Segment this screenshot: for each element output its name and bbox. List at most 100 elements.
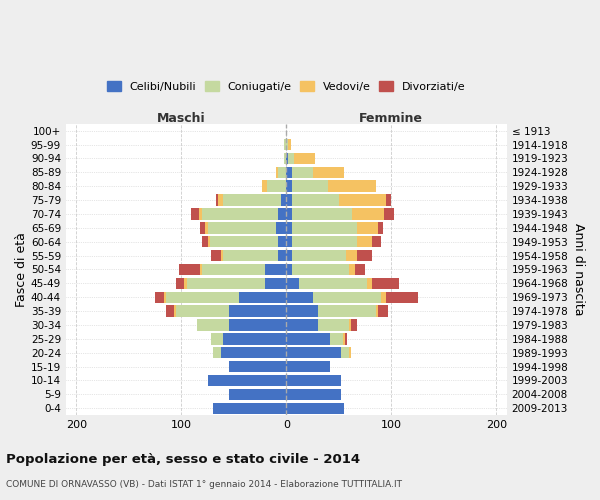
Bar xyxy=(331,333,343,344)
Bar xyxy=(377,222,383,234)
Legend: Celibi/Nubili, Coniugati/e, Vedovi/e, Divorziati/e: Celibi/Nubili, Coniugati/e, Vedovi/e, Di… xyxy=(103,77,470,96)
Bar xyxy=(384,208,394,220)
Bar xyxy=(367,278,373,289)
Bar xyxy=(278,166,286,178)
Bar xyxy=(211,250,221,262)
Bar xyxy=(292,250,346,262)
Bar xyxy=(155,292,164,303)
Bar xyxy=(191,208,199,220)
Bar xyxy=(286,264,292,275)
Bar xyxy=(341,347,349,358)
Bar xyxy=(223,194,281,206)
Bar xyxy=(349,347,352,358)
Bar xyxy=(286,402,344,414)
Bar xyxy=(229,388,286,400)
Bar xyxy=(278,208,286,220)
Bar xyxy=(223,333,286,344)
Bar xyxy=(343,333,345,344)
Bar xyxy=(223,250,278,262)
Bar xyxy=(313,292,381,303)
Bar xyxy=(299,278,367,289)
Bar xyxy=(176,278,184,289)
Bar xyxy=(286,194,292,206)
Bar xyxy=(221,250,223,262)
Bar xyxy=(352,320,356,330)
Bar xyxy=(276,166,278,178)
Bar xyxy=(281,194,286,206)
Bar xyxy=(345,333,347,344)
Bar xyxy=(313,166,344,178)
Y-axis label: Fasce di età: Fasce di età xyxy=(15,232,28,307)
Bar xyxy=(286,152,289,164)
Bar xyxy=(286,222,292,234)
Bar xyxy=(286,208,292,220)
Bar xyxy=(289,152,293,164)
Bar xyxy=(166,306,174,317)
Bar xyxy=(199,208,202,220)
Bar xyxy=(292,166,313,178)
Bar xyxy=(239,292,286,303)
Bar xyxy=(200,264,202,275)
Bar xyxy=(286,166,292,178)
Bar xyxy=(292,236,356,248)
Bar xyxy=(289,139,290,150)
Bar xyxy=(262,180,268,192)
Bar xyxy=(211,333,223,344)
Bar xyxy=(187,278,265,289)
Bar xyxy=(265,278,286,289)
Bar xyxy=(286,139,289,150)
Bar xyxy=(292,180,328,192)
Bar xyxy=(208,375,286,386)
Bar xyxy=(292,208,352,220)
Bar xyxy=(293,152,314,164)
Bar xyxy=(202,208,278,220)
Bar xyxy=(292,264,349,275)
Bar xyxy=(166,292,239,303)
Bar xyxy=(221,347,286,358)
Bar xyxy=(373,278,398,289)
Bar xyxy=(213,402,286,414)
Bar xyxy=(276,222,286,234)
Y-axis label: Anni di nascita: Anni di nascita xyxy=(572,223,585,316)
Bar xyxy=(284,152,286,164)
Bar xyxy=(292,194,339,206)
Bar xyxy=(164,292,166,303)
Bar xyxy=(286,388,341,400)
Bar xyxy=(373,236,381,248)
Bar xyxy=(386,292,418,303)
Bar xyxy=(286,250,292,262)
Bar xyxy=(286,361,331,372)
Bar xyxy=(278,236,286,248)
Bar xyxy=(381,292,386,303)
Bar xyxy=(377,306,388,317)
Bar xyxy=(202,264,265,275)
Bar xyxy=(184,278,187,289)
Bar xyxy=(386,194,391,206)
Bar xyxy=(286,306,318,317)
Bar xyxy=(376,306,377,317)
Bar xyxy=(229,361,286,372)
Bar xyxy=(208,222,276,234)
Bar xyxy=(286,292,313,303)
Text: COMUNE DI ORNAVASSO (VB) - Dati ISTAT 1° gennaio 2014 - Elaborazione TUTTITALIA.: COMUNE DI ORNAVASSO (VB) - Dati ISTAT 1°… xyxy=(6,480,402,489)
Bar xyxy=(208,236,209,248)
Bar xyxy=(328,180,376,192)
Bar xyxy=(218,194,223,206)
Bar xyxy=(174,306,176,317)
Bar xyxy=(265,264,286,275)
Bar xyxy=(213,347,221,358)
Bar xyxy=(318,320,349,330)
Bar xyxy=(356,250,373,262)
Bar xyxy=(284,139,286,150)
Bar xyxy=(286,278,299,289)
Bar xyxy=(229,320,286,330)
Bar xyxy=(318,306,376,317)
Bar xyxy=(292,222,356,234)
Text: Femmine: Femmine xyxy=(359,112,423,125)
Bar xyxy=(176,306,229,317)
Bar xyxy=(286,236,292,248)
Bar xyxy=(356,236,373,248)
Text: Popolazione per età, sesso e stato civile - 2014: Popolazione per età, sesso e stato civil… xyxy=(6,452,360,466)
Bar xyxy=(339,194,386,206)
Bar xyxy=(278,250,286,262)
